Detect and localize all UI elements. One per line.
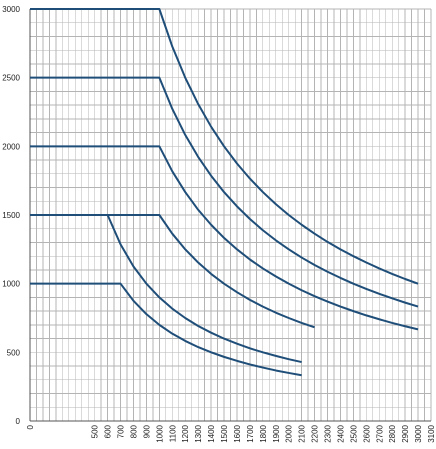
x-tick-label: 3000	[414, 424, 423, 442]
x-tick-label: 1400	[207, 424, 216, 442]
series-group	[30, 8, 419, 377]
y-tick-label: 2000	[2, 142, 20, 151]
series-line-6	[106, 214, 302, 364]
x-tick-label: 1600	[233, 424, 242, 442]
x-tick-label: 1900	[272, 424, 281, 442]
x-tick-label: 2800	[388, 424, 397, 442]
x-tick-label: 2900	[401, 424, 410, 442]
x-tick-label: 2100	[298, 424, 307, 442]
y-tick-label: 0	[16, 417, 21, 426]
x-tick-label: 2700	[375, 424, 384, 442]
series-line-2	[30, 76, 419, 308]
y-tick-label: 2500	[2, 74, 20, 83]
y-tick-label: 3000	[2, 5, 20, 14]
y-tick-label: 1000	[2, 280, 20, 289]
x-tick-label: 600	[104, 424, 113, 438]
x-tick-label: 800	[129, 424, 138, 438]
x-tick-label: 3100	[427, 424, 436, 442]
x-tick-label: 0	[26, 424, 35, 429]
x-tick-label: 700	[117, 424, 126, 438]
x-tick-label: 2500	[349, 424, 358, 442]
x-tick-label: 1800	[259, 424, 268, 442]
y-tick-label: 500	[7, 348, 21, 357]
x-tick-label: 1700	[246, 424, 255, 442]
x-tick-label: 2400	[336, 424, 345, 442]
x-tick-label: 2200	[311, 424, 320, 442]
series-line-5	[30, 282, 302, 377]
x-tick-labels: 0 500 600 700 800 900 1000 1100 1200 1300 1400 1500…	[26, 424, 436, 442]
x-tick-label: 1000	[155, 424, 164, 442]
x-tick-label: 2000	[285, 424, 294, 442]
x-tick-label: 2300	[324, 424, 333, 442]
y-tick-labels: 0 500 1000 1500 2000 2500 3000	[2, 5, 20, 426]
series-line-4	[30, 214, 315, 329]
x-tick-label: 500	[91, 424, 100, 438]
x-tick-label: 1300	[194, 424, 203, 442]
x-tick-label: 1200	[181, 424, 190, 442]
x-tick-label: 2600	[362, 424, 371, 442]
x-tick-label: 1500	[220, 424, 229, 442]
series-line-1	[30, 8, 419, 285]
series-line-3	[30, 145, 419, 331]
y-tick-label: 1500	[2, 211, 20, 220]
x-tick-label: 900	[142, 424, 151, 438]
x-tick-label: 1100	[168, 424, 177, 442]
